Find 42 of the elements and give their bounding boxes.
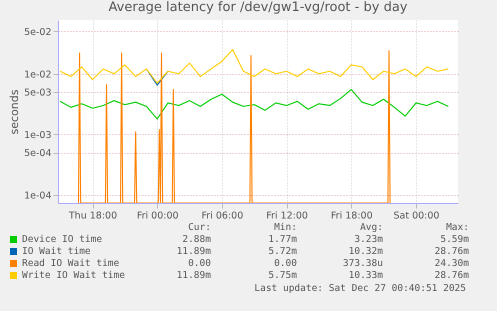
text: 10.32m bbox=[348, 246, 383, 258]
text: 11.89m bbox=[176, 270, 211, 282]
text: 10.33m bbox=[348, 270, 383, 282]
text: Min: bbox=[273, 222, 297, 234]
x-tick-label: Thu 18:00 bbox=[68, 210, 118, 222]
y-tick-label: 1e-03 bbox=[24, 130, 52, 141]
y-tick-label: 5e-04 bbox=[24, 148, 52, 160]
x-tick-label: Fri 18:00 bbox=[330, 210, 373, 222]
text: 1.77m bbox=[267, 234, 297, 246]
text: 11.89m bbox=[176, 246, 211, 258]
text: 5.75m bbox=[267, 270, 297, 282]
x-tick-label: Fri 06:00 bbox=[202, 210, 244, 222]
text: 28.76m bbox=[434, 246, 469, 258]
y-tick-label: 5e-03 bbox=[24, 88, 52, 99]
line-series bbox=[60, 49, 449, 84]
text: 5.72m bbox=[267, 246, 297, 258]
text: 3.23m bbox=[353, 234, 383, 246]
x-tick-label: Fri 00:00 bbox=[136, 210, 179, 222]
text: 373.38u bbox=[342, 258, 383, 270]
text: Avg: bbox=[359, 222, 383, 234]
legend-label: Device IO time bbox=[21, 234, 104, 246]
text: 0.00 bbox=[187, 258, 211, 270]
text: Cur: bbox=[187, 222, 211, 234]
line-series bbox=[60, 88, 449, 120]
y-axis-title: seconds bbox=[8, 89, 22, 134]
text: 28.76m bbox=[434, 270, 469, 282]
text: 5.59m bbox=[439, 234, 469, 246]
text: Max: bbox=[445, 222, 469, 234]
x-tick-label: Sat 00:00 bbox=[393, 210, 440, 222]
chart-title: Average latency for /dev/gw1-vg/root - by day bbox=[108, 0, 408, 15]
y-tick-label: 5e-02 bbox=[24, 26, 52, 38]
x-tick-label: Fri 12:00 bbox=[266, 210, 308, 222]
legend-label: Write IO Wait time bbox=[21, 270, 125, 282]
legend-label: IO Wait time bbox=[21, 246, 92, 258]
legend-label: Read IO Wait time bbox=[21, 258, 120, 270]
text: 2.88m bbox=[181, 234, 211, 246]
line-series bbox=[78, 50, 391, 203]
y-tick-label: 1e-04 bbox=[24, 190, 52, 202]
text: Last update: Sat Dec 27 00:40:51 2025 bbox=[254, 283, 466, 294]
y-tick-label: 1e-02 bbox=[24, 69, 52, 80]
text: 24.30m bbox=[434, 258, 469, 270]
text: 0.00 bbox=[273, 258, 297, 270]
